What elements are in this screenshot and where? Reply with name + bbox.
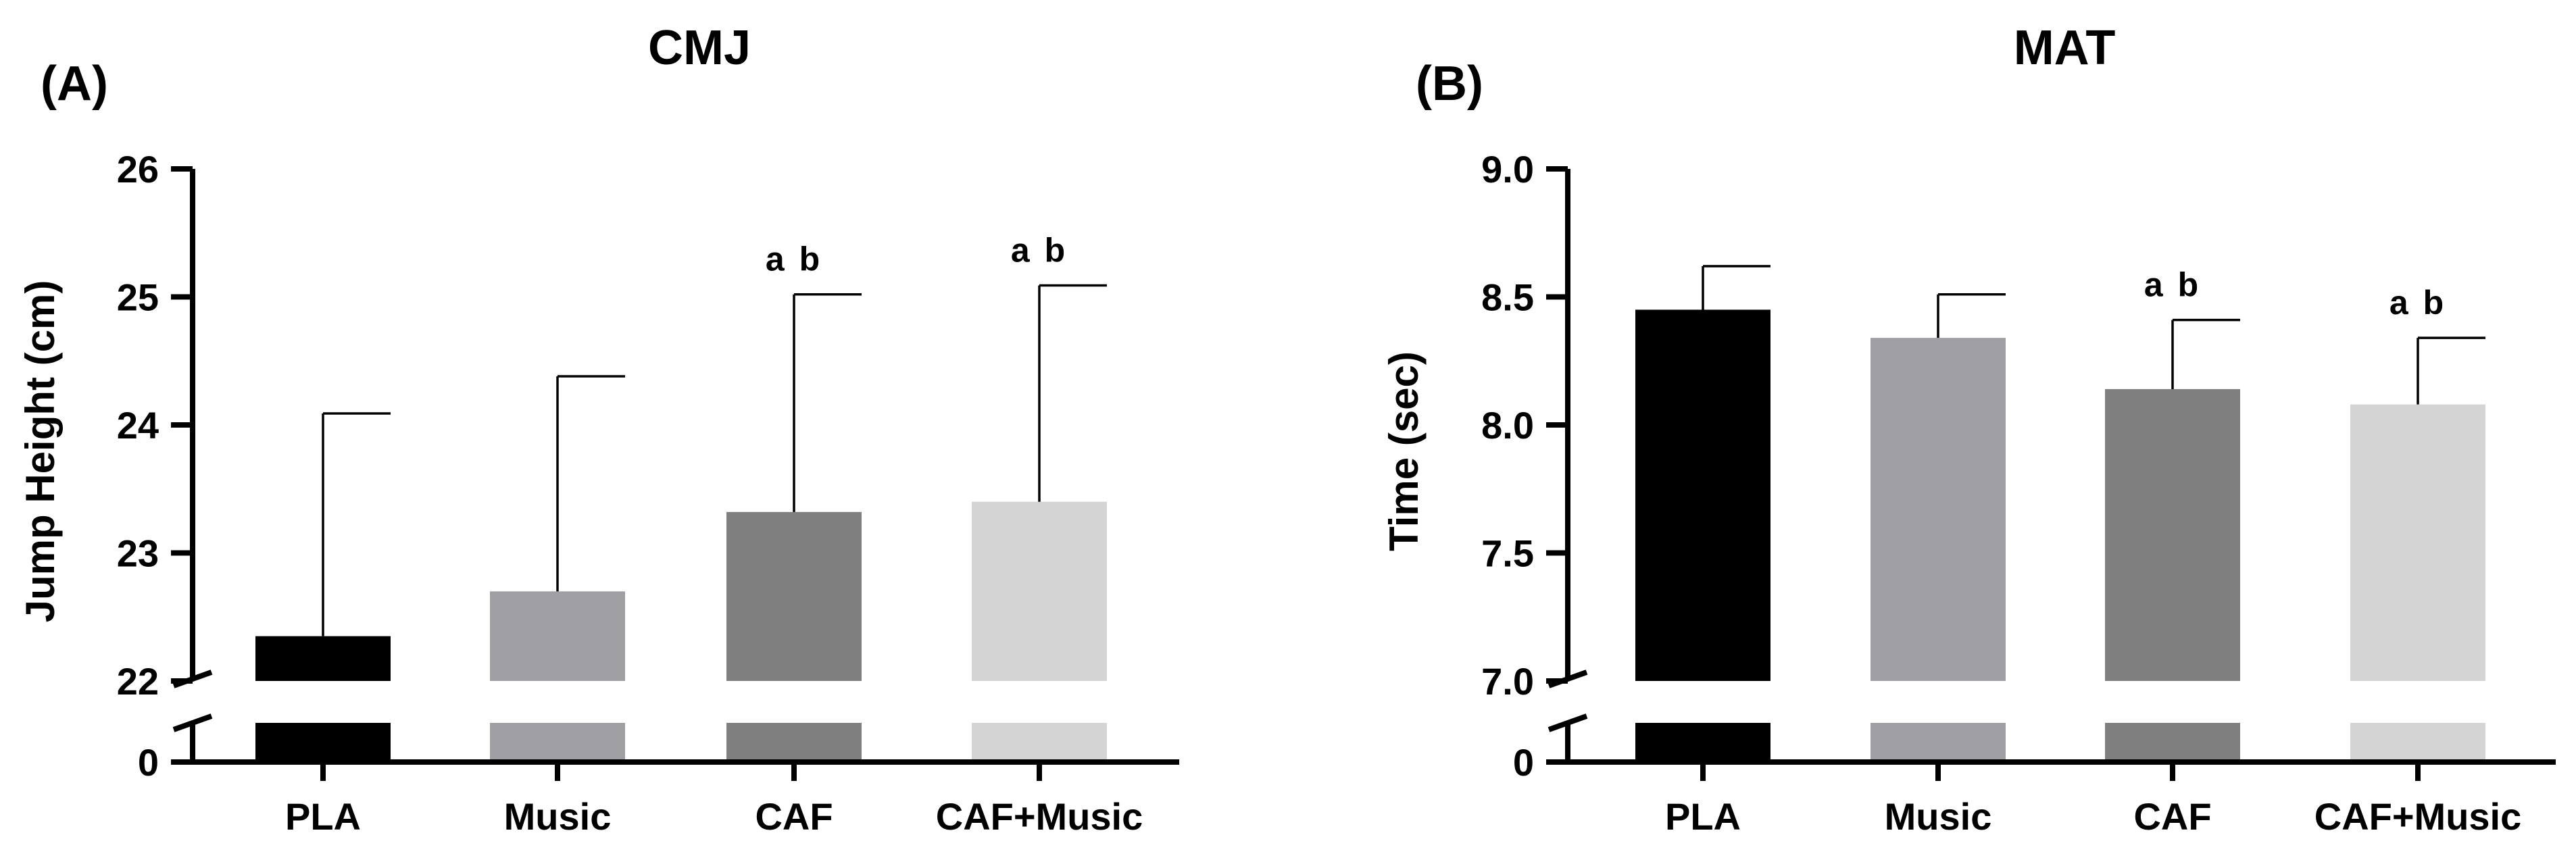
y-tick-label: 9.0: [1481, 148, 1534, 191]
bar: [972, 501, 1107, 681]
bar-lower: [490, 723, 625, 762]
bar: [2350, 404, 2485, 681]
y-tick-label: 7.0: [1481, 660, 1534, 703]
y-tick-label: 8.5: [1481, 276, 1534, 319]
panel-label: (B): [1416, 57, 1483, 111]
x-tick-label: PLA: [1665, 795, 1741, 838]
bar-lower: [255, 723, 391, 762]
plot-area: PLA Music a b CAF a b CAF+Music 7.0 7.5 8.0 8.5 9.…: [1481, 148, 2556, 838]
y-axis-label: Time (sec): [1381, 351, 1427, 551]
bar-lower: [2105, 723, 2240, 762]
panel-b: (B) MAT Time (sec) PLA Music a b CAF a b CAF+…: [1381, 21, 2556, 838]
significance-label: a b: [2144, 266, 2201, 304]
bar: [2105, 388, 2240, 681]
chart-title: MAT: [2014, 21, 2116, 75]
axis-break-mark: [172, 713, 213, 732]
bar-lower: [726, 723, 862, 762]
bar: [1871, 338, 2006, 681]
x-tick-label: Music: [504, 795, 612, 838]
y-tick-label: 26: [117, 148, 159, 191]
y-tick-label: 0: [1513, 741, 1534, 784]
bar: [1635, 309, 1770, 681]
plot-area: PLA Music a b CAF a b CAF+Music 22 23 24 25 26 0: [117, 148, 1179, 838]
x-tick-label: CAF+Music: [2314, 795, 2522, 838]
bar: [255, 636, 391, 681]
bar: [490, 591, 625, 681]
bar: [726, 511, 862, 681]
y-tick-label: 22: [117, 660, 159, 703]
x-tick-label: Music: [1885, 795, 1992, 838]
bar-lower: [1635, 723, 1770, 762]
y-tick-label: 8.0: [1481, 404, 1534, 447]
x-tick-label: CAF+Music: [936, 795, 1143, 838]
panel-label: (A): [41, 57, 108, 111]
bar-lower: [1871, 723, 2006, 762]
significance-label: a b: [2389, 284, 2446, 322]
x-tick-label: CAF: [2133, 795, 2211, 838]
y-axis-label: Jump Height (cm): [18, 280, 63, 623]
x-tick-label: CAF: [755, 795, 833, 838]
chart-title: CMJ: [648, 21, 751, 75]
x-tick-label: PLA: [285, 795, 361, 838]
significance-label: a b: [766, 241, 822, 278]
significance-label: a b: [1011, 231, 1068, 269]
panel-a: (A) CMJ Jump Height (cm) PLA Music a b CAF a…: [18, 21, 1179, 838]
y-tick-label: 24: [117, 404, 159, 447]
y-tick-label: 23: [117, 532, 159, 575]
bar-lower: [972, 723, 1107, 762]
y-tick-label: 25: [117, 276, 159, 319]
y-tick-label: 7.5: [1481, 532, 1534, 575]
axis-break-mark: [1547, 713, 1588, 732]
y-tick-label: 0: [138, 741, 159, 784]
bar-lower: [2350, 723, 2485, 762]
